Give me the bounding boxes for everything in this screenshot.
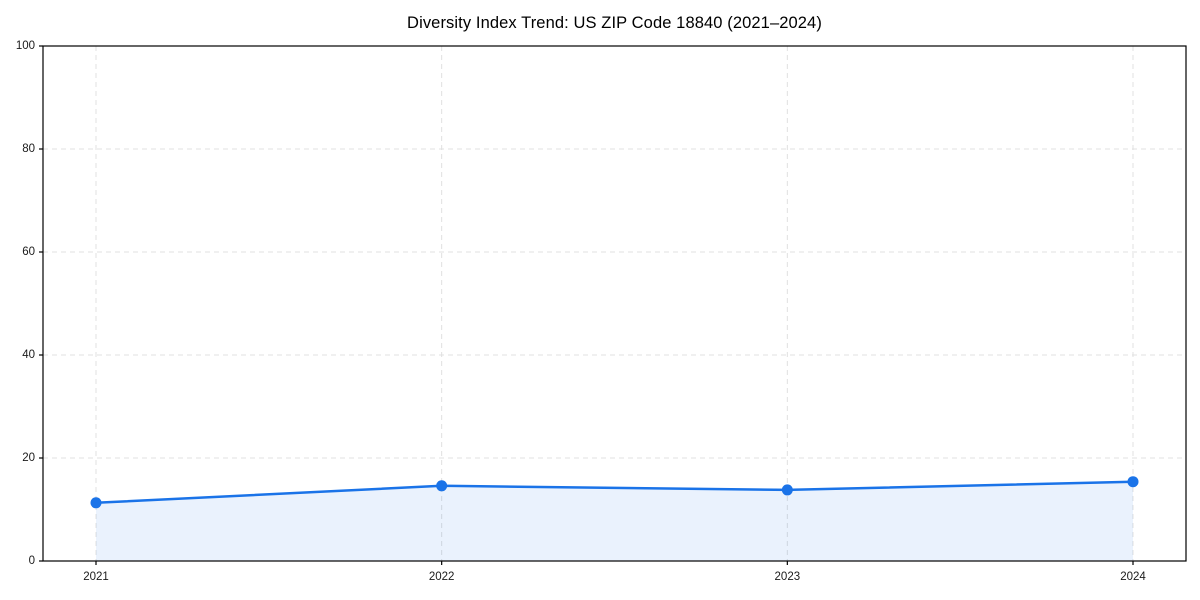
chart-title: Diversity Index Trend: US ZIP Code 18840… <box>407 14 822 32</box>
y-tick-label: 60 <box>22 246 35 258</box>
data-point <box>1127 476 1139 488</box>
y-tick-label: 40 <box>22 349 35 361</box>
y-tick-label: 20 <box>22 452 35 464</box>
y-tick-label: 0 <box>29 555 35 567</box>
plot-frame <box>42 45 1187 562</box>
x-tick-label: 2022 <box>429 571 455 583</box>
data-point <box>436 480 448 492</box>
data-point <box>781 484 793 496</box>
y-tick-label: 100 <box>16 40 35 52</box>
x-tick-label: 2024 <box>1120 571 1146 583</box>
x-tick-label: 2021 <box>83 571 109 583</box>
trend-line <box>94 480 1135 505</box>
x-tick-label: 2023 <box>775 571 801 583</box>
area-fill <box>96 481 1133 561</box>
y-tick-label: 80 <box>22 143 35 155</box>
data-point <box>90 497 102 509</box>
